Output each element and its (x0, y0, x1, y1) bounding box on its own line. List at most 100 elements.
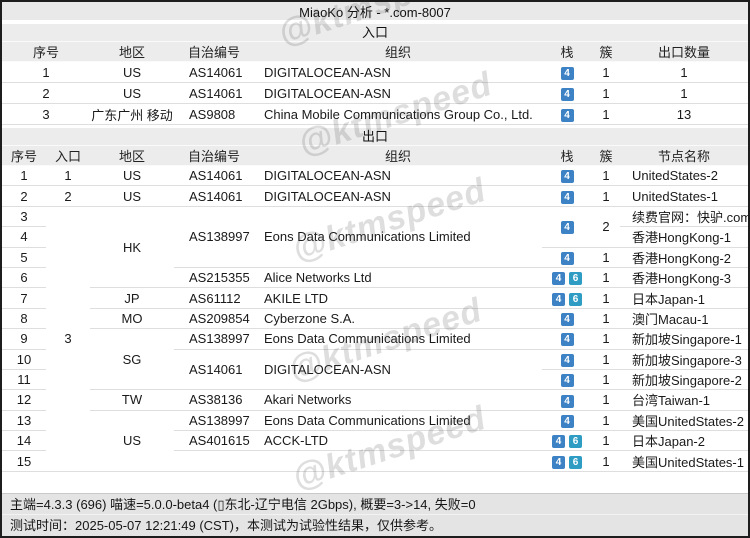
region-cell: JP (90, 287, 174, 309)
cluster-cell: 1 (592, 410, 620, 432)
seq-cell: 5 (2, 247, 46, 268)
stack-cell: 4 (542, 328, 592, 350)
table-row: 5 4 1 香港HongKong-2 (2, 247, 748, 268)
asn-cell: AS138997 (174, 410, 254, 432)
node-cell: 新加坡Singapore-1 (620, 328, 748, 350)
org-cell: China Mobile Communications Group Co., L… (254, 103, 542, 125)
region-cell: US (90, 185, 174, 207)
table-row: 10 AS14061 DIGITALOCEAN-ASN 4 1 新加坡Singa… (2, 349, 748, 391)
col-header-cluster: 簇 (592, 146, 620, 166)
org-cell: AKILE LTD (254, 287, 542, 309)
col-header-org: 组织 (254, 146, 542, 166)
node-cell: 台湾Taiwan-1 (620, 389, 748, 411)
cluster-cell: 1 (592, 328, 620, 350)
stack-cell: 4 (542, 308, 592, 330)
node-cell: 香港HongKong-1 (620, 226, 748, 248)
seq-cell: 2 (2, 185, 46, 207)
asn-cell: AS401615 (174, 430, 254, 452)
table-row: 3 广东广州 移动 AS9808 China Mobile Communicat… (2, 103, 748, 125)
org-cell: ACCK-LTD (254, 430, 542, 452)
org-cell: DIGITALOCEAN-ASN (254, 82, 542, 104)
cluster-cell: 1 (592, 287, 620, 309)
stack-cell: 4 (542, 389, 592, 411)
cluster-cell: 1 (592, 61, 620, 83)
seq-cell: 10 (2, 349, 46, 370)
asn-cell: AS14061 (174, 349, 254, 391)
col-header-stack: 栈 (542, 146, 592, 166)
ipv4-badge: 4 (560, 190, 574, 204)
stack-cell: 4 (542, 185, 592, 207)
entry-cell: 2 (46, 185, 90, 207)
exit-count-cell: 13 (620, 103, 748, 125)
asn-cell (174, 450, 254, 472)
asn-cell: AS14061 (174, 82, 254, 104)
col-header-entry: 入口 (46, 146, 90, 166)
table-row: 3 3 HK AS138997 Eons Data Communications… (2, 206, 748, 472)
cluster-cell: 1 (592, 389, 620, 411)
table-row: 12 TW AS38136 Akari Networks 4 1 台湾Taiwa… (2, 389, 748, 411)
ipv4-badge: 4 (560, 394, 574, 408)
col-header-region: 地区 (90, 146, 174, 166)
asn-cell: AS138997 (174, 328, 254, 350)
org-cell: Eons Data Communications Limited (254, 328, 542, 350)
org-cell: Eons Data Communications Limited (254, 410, 542, 432)
ipv4-badge: 4 (560, 312, 574, 326)
ipv4-badge: 4 (560, 414, 574, 428)
asn-cell: AS38136 (174, 389, 254, 411)
seq-cell: 9 (2, 328, 46, 350)
table-row: 13 US AS138997 Eons Data Communications … (2, 410, 748, 472)
ipv4-badge: 4 (560, 374, 574, 388)
table-row: 11 4 1 新加坡Singapore-2 (2, 369, 748, 391)
cluster-cell: 1 (592, 82, 620, 104)
stack-cell: 4 (542, 206, 592, 248)
table-row: 1 US AS14061 DIGITALOCEAN-ASN 4 1 1 (2, 61, 748, 83)
stack-cell: 4 (542, 61, 592, 83)
window-title: MiaoKo 分析 - *.com-8007 (2, 2, 748, 24)
org-cell: DIGITALOCEAN-ASN (254, 61, 542, 83)
seq-cell: 7 (2, 287, 46, 309)
footer-time-line: 测试时间：2025-05-07 12:21:49 (CST)，本测试为试验性结果… (10, 518, 442, 533)
node-cell: 香港HongKong-2 (620, 247, 748, 268)
node-cell: 日本Japan-1 (620, 287, 748, 309)
region-cell: US (90, 410, 174, 472)
col-header-asn: 自治编号 (174, 42, 254, 62)
cluster-cell: 1 (592, 450, 620, 472)
entry-cell: 1 (46, 165, 90, 187)
table-row: 1 1 US AS14061 DIGITALOCEAN-ASN 4 1 Unit… (2, 165, 748, 187)
region-cell: MO (90, 308, 174, 330)
region-cell: TW (90, 389, 174, 411)
ipv4-badge: 4 (560, 333, 574, 347)
seq-cell: 6 (2, 267, 46, 289)
node-cell: 香港HongKong-3 (620, 267, 748, 289)
col-header-region: 地区 (90, 42, 174, 62)
org-cell: Alice Networks Ltd (254, 267, 542, 289)
ipv4-badge: 4 (560, 87, 574, 101)
ipv4-badge: 4 (552, 455, 565, 469)
ipv4-badge: 4 (552, 435, 565, 449)
ipv4-badge: 4 (552, 292, 565, 306)
stack-cell: 4 (542, 247, 592, 268)
node-cell: 续费官网：快驴.com (620, 206, 748, 228)
node-cell: 美国UnitedStates-1 (620, 450, 748, 472)
footer-version-line: 主端=4.3.3 (696) 喵速=5.0.0-beta4 (▯东北-辽宁电信 … (2, 494, 748, 515)
stack-cell: 4 (542, 103, 592, 125)
region-cell: US (90, 61, 174, 83)
ipv4-badge: 4 (560, 353, 574, 367)
exit-count-cell: 1 (620, 82, 748, 104)
cluster-cell: 1 (592, 430, 620, 452)
ipv4-badge: 4 (560, 251, 574, 265)
region-cell: 广东广州 移动 (90, 103, 174, 125)
seq-cell: 3 (2, 206, 46, 228)
seq-cell: 14 (2, 430, 46, 452)
entrance-section-header: 入口 (2, 24, 748, 42)
cluster-cell: 1 (592, 369, 620, 391)
org-cell (254, 450, 542, 472)
stack-cell: 4 (542, 369, 592, 391)
